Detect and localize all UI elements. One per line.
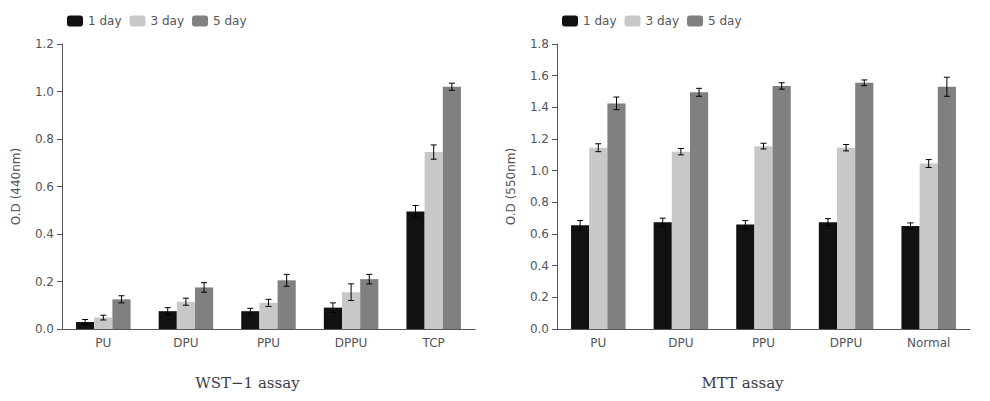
svg-text:0.2: 0.2 bbox=[530, 290, 549, 304]
svg-text:0.8: 0.8 bbox=[35, 132, 54, 146]
svg-text:1.4: 1.4 bbox=[530, 100, 549, 114]
svg-text:MTT assay: MTT assay bbox=[701, 374, 784, 392]
svg-text:1.2: 1.2 bbox=[530, 132, 549, 146]
svg-text:DPU: DPU bbox=[173, 336, 198, 350]
svg-text:3 day: 3 day bbox=[646, 14, 680, 28]
svg-text:1.0: 1.0 bbox=[35, 85, 54, 99]
svg-text:0.0: 0.0 bbox=[35, 322, 54, 336]
svg-text:O.D (550nm): O.D (550nm) bbox=[504, 148, 518, 225]
svg-text:DPU: DPU bbox=[668, 336, 693, 350]
svg-text:5 day: 5 day bbox=[213, 14, 247, 28]
svg-text:1 day: 1 day bbox=[88, 14, 122, 28]
svg-text:0.0: 0.0 bbox=[530, 322, 549, 336]
svg-text:DPPU: DPPU bbox=[830, 336, 863, 350]
svg-text:0.2: 0.2 bbox=[35, 275, 54, 289]
svg-text:3 day: 3 day bbox=[151, 14, 185, 28]
svg-text:DPPU: DPPU bbox=[335, 336, 368, 350]
svg-text:1.6: 1.6 bbox=[530, 69, 549, 83]
svg-text:PU: PU bbox=[590, 336, 606, 350]
svg-text:0.6: 0.6 bbox=[35, 180, 54, 194]
svg-text:1.2: 1.2 bbox=[35, 37, 54, 51]
svg-text:0.8: 0.8 bbox=[530, 195, 549, 209]
svg-text:TCP: TCP bbox=[422, 336, 445, 350]
svg-text:WST−1 assay: WST−1 assay bbox=[195, 374, 300, 392]
svg-text:0.4: 0.4 bbox=[530, 259, 549, 273]
svg-text:1.0: 1.0 bbox=[530, 164, 549, 178]
svg-text:1 day: 1 day bbox=[583, 14, 617, 28]
svg-text:5 day: 5 day bbox=[708, 14, 742, 28]
svg-text:PPU: PPU bbox=[752, 336, 775, 350]
svg-text:Normal: Normal bbox=[907, 336, 950, 350]
svg-text:O.D (440nm): O.D (440nm) bbox=[9, 148, 23, 225]
svg-text:PU: PU bbox=[95, 336, 111, 350]
svg-text:PPU: PPU bbox=[257, 336, 280, 350]
svg-text:0.6: 0.6 bbox=[530, 227, 549, 241]
svg-text:0.4: 0.4 bbox=[35, 227, 54, 241]
svg-text:1.8: 1.8 bbox=[530, 37, 549, 51]
